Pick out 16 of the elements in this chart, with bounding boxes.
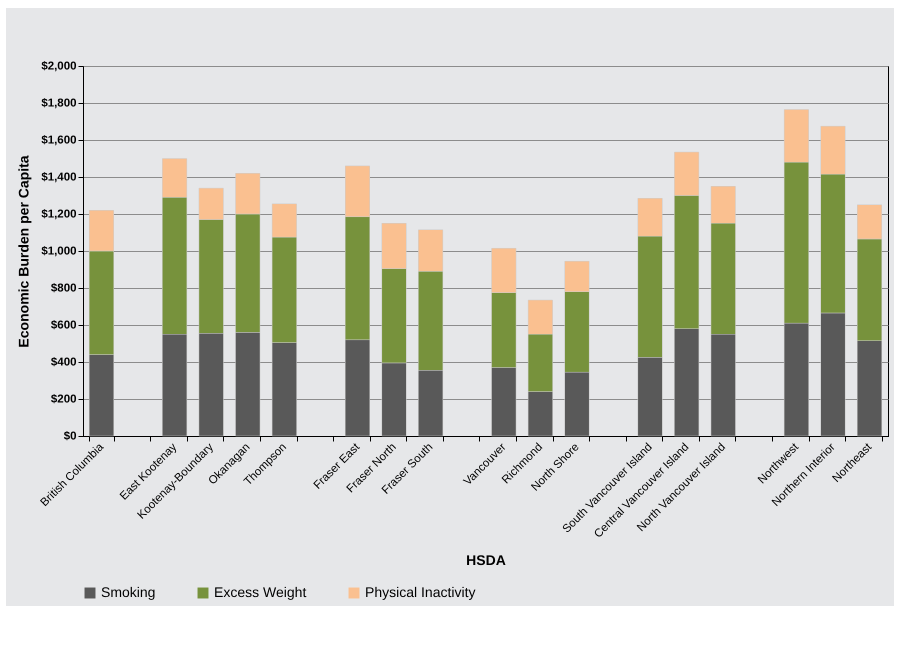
y-tick-label: $800 [50, 282, 76, 294]
y-tick-label: $1,800 [41, 98, 76, 110]
y-tick-label: $400 [50, 356, 76, 368]
y-tick-label: $0 [64, 430, 76, 442]
y-axis-title: Economic Burden per Capita [15, 155, 32, 348]
x-axis-title: HSDA [466, 552, 506, 568]
legend-label: Smoking [101, 584, 156, 600]
legend-label: Physical Inactivity [365, 584, 476, 600]
y-tick-label: $1,600 [41, 134, 76, 146]
y-tick-label: $1,200 [41, 208, 76, 220]
y-tick-label: $1,000 [41, 246, 76, 258]
y-tick-label: $200 [50, 394, 76, 406]
y-tick-label: $2,000 [41, 60, 76, 72]
y-tick-label: $1,400 [41, 172, 76, 184]
legend-label: Excess Weight [214, 584, 306, 600]
y-tick-label: $600 [50, 320, 76, 332]
